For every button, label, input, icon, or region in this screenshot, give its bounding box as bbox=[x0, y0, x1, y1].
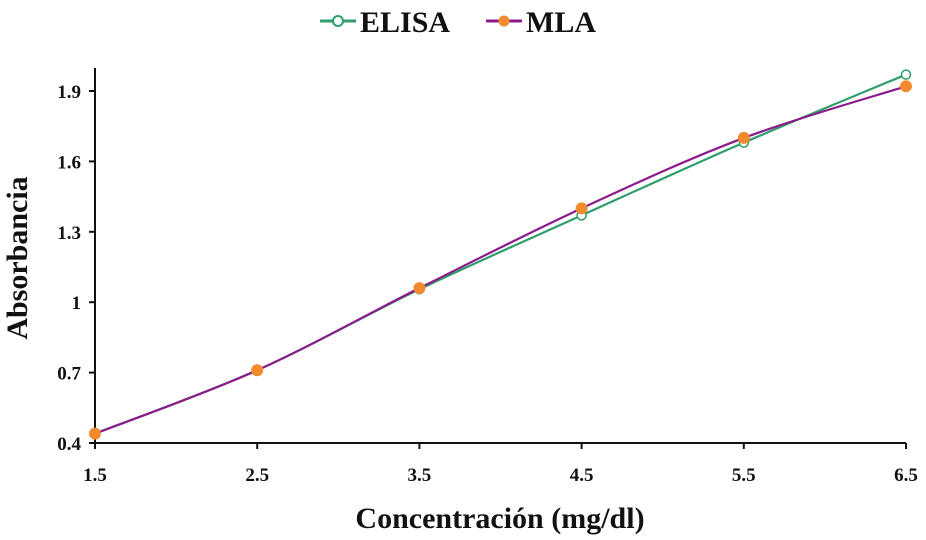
legend: ELISA MLA bbox=[320, 6, 596, 39]
y-tick-label: 1 bbox=[72, 293, 82, 314]
data-point-mla bbox=[575, 202, 588, 215]
data-point-elisa bbox=[900, 69, 912, 80]
series-line-mla bbox=[94, 85, 907, 435]
x-tick-label: 3.5 bbox=[408, 465, 432, 486]
data-point-mla bbox=[89, 427, 101, 440]
data-point-mla bbox=[251, 364, 264, 377]
data-point-mla bbox=[900, 80, 912, 93]
x-tick-label: 1.5 bbox=[83, 465, 107, 486]
series-mla bbox=[94, 85, 907, 435]
series-elisa bbox=[94, 73, 907, 435]
legend-marker-mla bbox=[498, 15, 510, 27]
x-tick-label: 4.5 bbox=[570, 465, 594, 486]
x-tick-label: 2.5 bbox=[245, 465, 269, 486]
legend-marker-elisa bbox=[332, 15, 344, 27]
data-point-mla bbox=[413, 282, 426, 295]
x-tick-label: 6.5 bbox=[894, 465, 918, 486]
y-tick-label: 1.6 bbox=[57, 152, 81, 173]
markers-mla bbox=[89, 80, 912, 440]
x-axis-title: Concentración (mg/dl) bbox=[355, 502, 644, 535]
y-tick-label: 0.4 bbox=[57, 434, 81, 455]
legend-label-elisa: ELISA bbox=[360, 6, 450, 39]
series-layer bbox=[89, 69, 912, 440]
y-tick-label: 1.9 bbox=[57, 82, 81, 103]
series-line-elisa bbox=[94, 73, 907, 435]
data-point-mla bbox=[737, 131, 750, 144]
x-tick-label: 5.5 bbox=[732, 465, 756, 486]
markers-elisa bbox=[89, 69, 912, 439]
y-tick-label: 1.3 bbox=[57, 223, 81, 244]
y-tick-label: 0.7 bbox=[57, 364, 81, 385]
x-axis-ticks: 1.5 2.5 3.5 4.5 5.5 6.5 bbox=[83, 443, 918, 486]
legend-label-mla: MLA bbox=[526, 6, 596, 39]
y-axis-title: Absorbancia bbox=[1, 176, 34, 339]
y-axis-ticks: 0.4 0.7 1 1.3 1.6 1.9 bbox=[57, 82, 95, 455]
